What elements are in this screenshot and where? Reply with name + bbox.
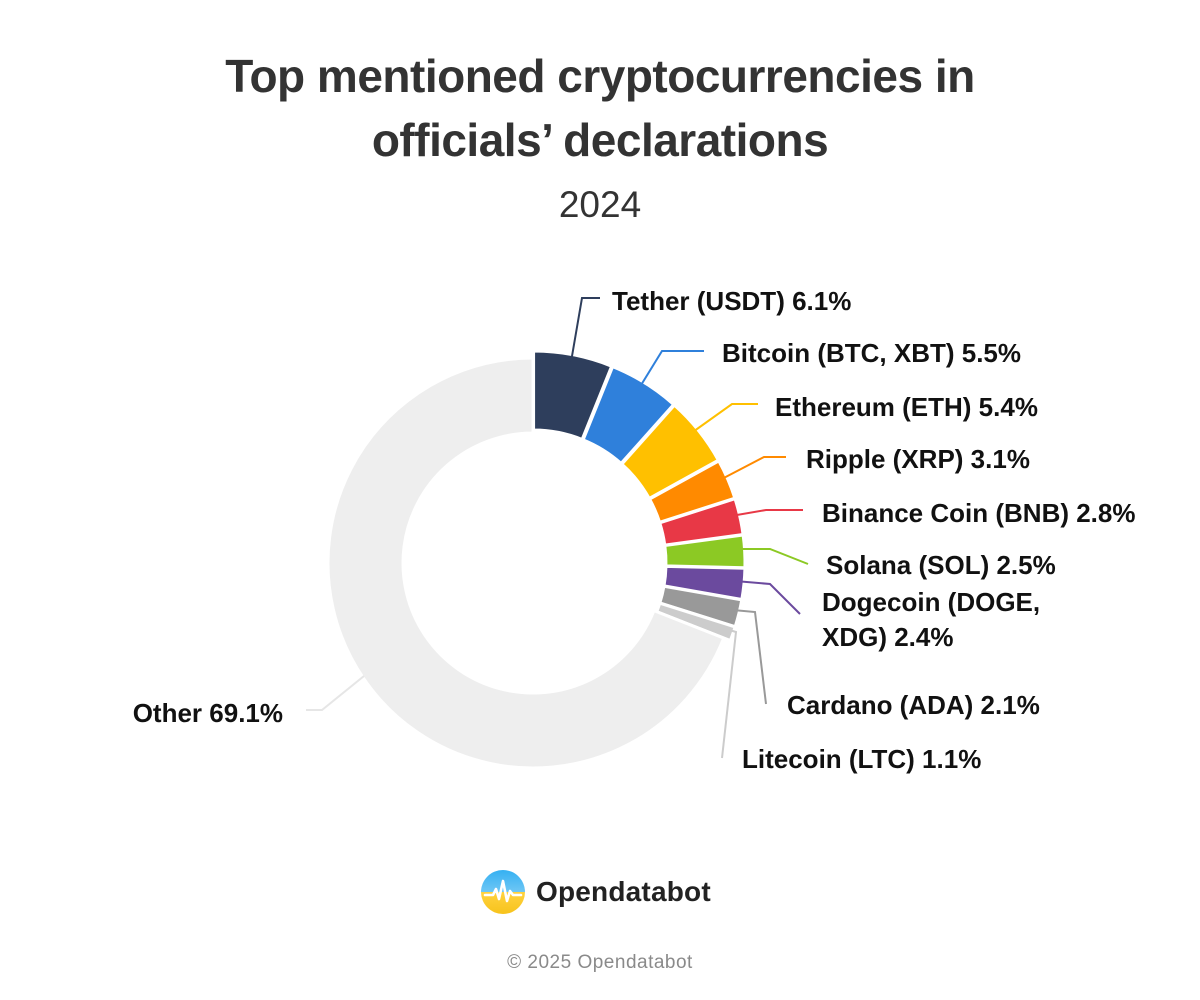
- slice-labels: Tether (USDT) 6.1% Bitcoin (BTC, XBT) 5.5…: [133, 286, 1136, 774]
- slice-label: Solana (SOL) 2.5%: [826, 550, 1056, 580]
- chart-title-line-2: officials’ declarations: [371, 114, 829, 166]
- leader-line: [730, 509, 803, 517]
- chart-title: Top mentioned cryptocurrencies in offici…: [0, 44, 1200, 172]
- slice-label: Bitcoin (BTC, XBT) 5.5%: [722, 338, 1021, 368]
- slice-label: Dogecoin (DOGE, XDG) 2.4%: [822, 587, 1040, 652]
- brand-name: Opendatabot: [536, 876, 711, 907]
- slice-label: Cardano (ADA) 2.1%: [787, 690, 1040, 720]
- leader-line: [637, 350, 704, 391]
- brand-logo: Opendatabot: [480, 868, 711, 916]
- leader-line: [737, 548, 809, 565]
- slice-label: Other 69.1%: [133, 698, 283, 728]
- opendatabot-logo-icon: [481, 870, 525, 914]
- slice-label: Binance Coin (BNB) 2.8%: [822, 498, 1136, 528]
- leader-line: [717, 456, 786, 482]
- leader-line: [734, 580, 801, 615]
- leader-line: [570, 297, 600, 363]
- slice-other: [326, 356, 726, 770]
- leader-line: [721, 628, 738, 759]
- chart-title-line-1: Top mentioned cryptocurrencies in: [225, 50, 975, 102]
- leader-line: [306, 675, 365, 711]
- leader-line: [689, 403, 758, 435]
- leader-lines: [306, 297, 809, 759]
- slice-label: Ethereum (ETH) 5.4%: [775, 392, 1038, 422]
- slice-label: Litecoin (LTC) 1.1%: [742, 744, 981, 774]
- chart-subtitle: 2024: [558, 184, 642, 225]
- copyright-notice: © 2025 Opendatabot: [507, 952, 693, 973]
- leader-line: [732, 609, 767, 705]
- donut-slices: [326, 349, 747, 770]
- slice-label: Ripple (XRP) 3.1%: [806, 444, 1030, 474]
- slice-label: Tether (USDT) 6.1%: [612, 286, 851, 316]
